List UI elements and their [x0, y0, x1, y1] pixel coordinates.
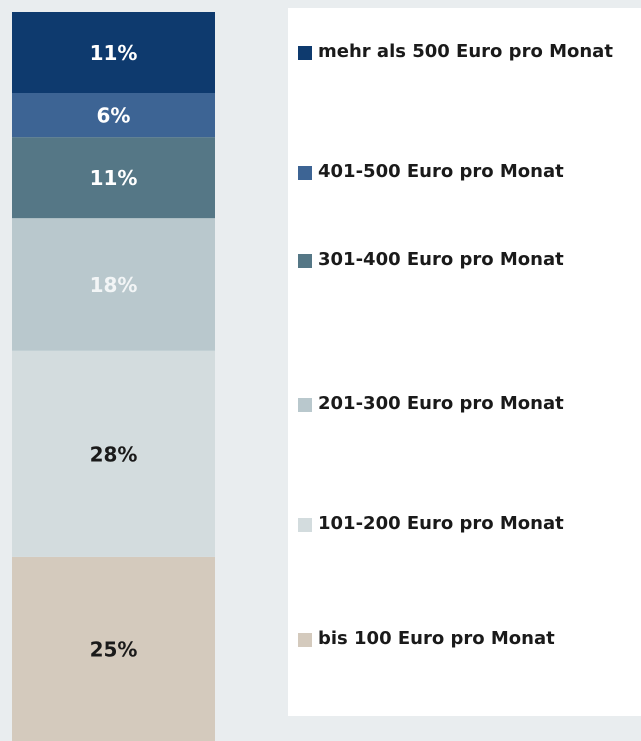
legend: mehr als 500 Euro pro Monat 401-500 Euro … — [288, 8, 641, 716]
legend-item: 401-500 Euro pro Monat — [298, 160, 618, 184]
bar-segment — [12, 12, 215, 93]
bar-segment — [12, 218, 215, 351]
bar-segment — [12, 556, 215, 741]
legend-swatch — [298, 46, 312, 60]
data-label: 11% — [90, 166, 138, 190]
bar-segment — [12, 137, 215, 219]
bar-segment — [12, 93, 215, 138]
data-label: 25% — [90, 637, 138, 661]
data-label: 18% — [90, 273, 138, 297]
legend-label: 301-400 Euro pro Monat — [318, 249, 564, 270]
legend-label: mehr als 500 Euro pro Monat — [318, 41, 613, 62]
legend-label: 401-500 Euro pro Monat — [318, 161, 564, 182]
legend-swatch — [298, 254, 312, 268]
bar-segment — [12, 350, 215, 557]
legend-swatch — [298, 166, 312, 180]
data-label: 11% — [90, 41, 138, 65]
data-label: 6% — [97, 104, 131, 128]
legend-swatch — [298, 398, 312, 412]
data-label: 28% — [90, 442, 138, 466]
legend-item: 201-300 Euro pro Monat — [298, 392, 618, 416]
legend-item: 101-200 Euro pro Monat — [298, 512, 618, 536]
legend-item: 301-400 Euro pro Monat — [298, 248, 618, 272]
legend-swatch — [298, 518, 312, 532]
legend-item: mehr als 500 Euro pro Monat — [298, 40, 618, 64]
legend-label: 101-200 Euro pro Monat — [318, 513, 564, 534]
legend-swatch — [298, 633, 312, 647]
legend-label: bis 100 Euro pro Monat — [318, 628, 555, 649]
legend-item: bis 100 Euro pro Monat — [298, 627, 618, 651]
legend-label: 201-300 Euro pro Monat — [318, 393, 564, 414]
